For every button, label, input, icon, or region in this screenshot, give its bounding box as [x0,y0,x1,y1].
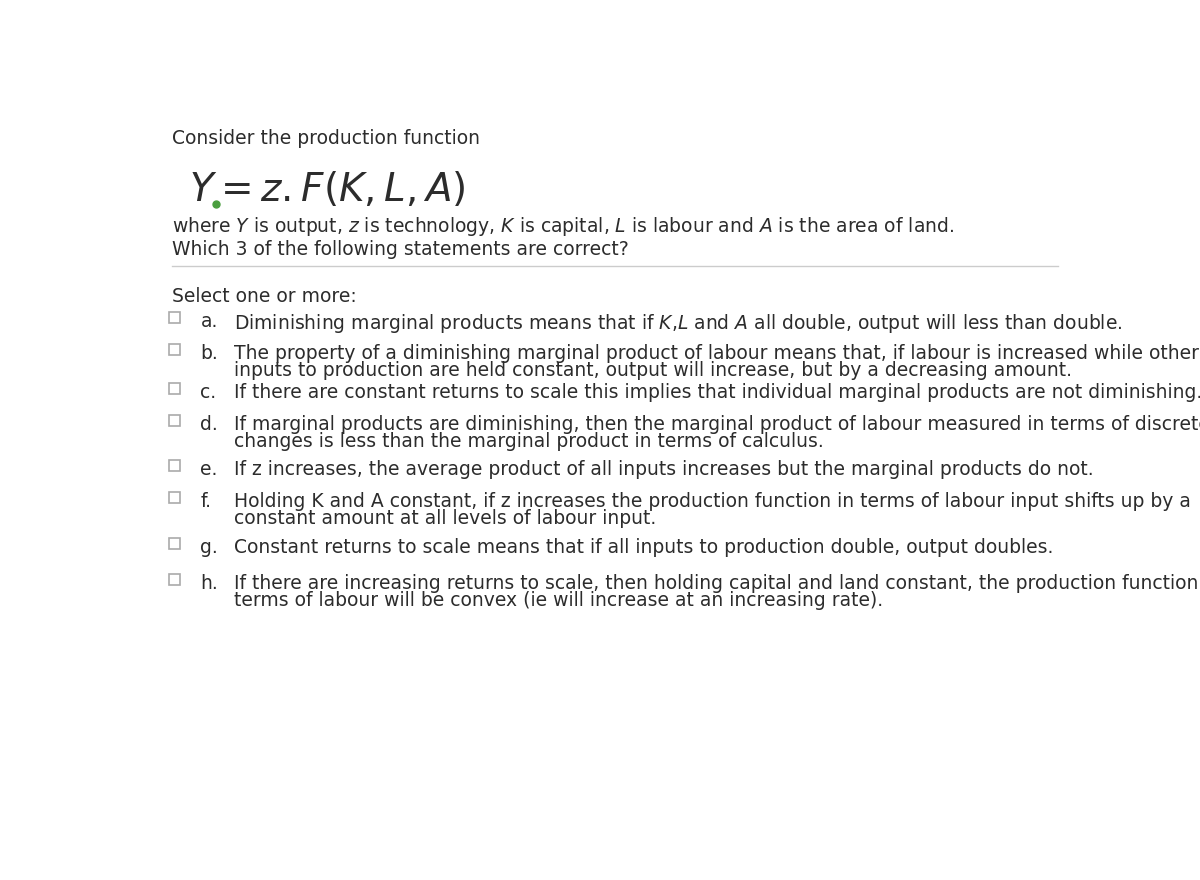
FancyBboxPatch shape [169,539,180,549]
Text: The property of a diminishing marginal product of labour means that, if labour i: The property of a diminishing marginal p… [234,344,1199,363]
Text: b.: b. [200,344,218,363]
FancyBboxPatch shape [169,574,180,584]
Text: Which 3 of the following statements are correct?: Which 3 of the following statements are … [172,240,629,260]
Text: c.: c. [200,383,216,402]
Text: f.: f. [200,492,211,511]
Text: g.: g. [200,539,218,557]
Text: If z increases, the average product of all inputs increases but the marginal pro: If z increases, the average product of a… [234,459,1093,479]
Text: constant amount at all levels of labour input.: constant amount at all levels of labour … [234,509,656,528]
Text: If there are increasing returns to scale, then holding capital and land constant: If there are increasing returns to scale… [234,574,1200,593]
Text: terms of labour will be convex (ie will increase at an increasing rate).: terms of labour will be convex (ie will … [234,590,883,610]
FancyBboxPatch shape [169,492,180,502]
Text: d.: d. [200,415,218,434]
FancyBboxPatch shape [169,415,180,426]
Text: h.: h. [200,574,218,593]
Text: Select one or more:: Select one or more: [172,287,356,305]
Text: Constant returns to scale means that if all inputs to production double, output : Constant returns to scale means that if … [234,539,1054,557]
Text: where $Y$ is output, $z$ is technology, $K$ is capital, $L$ is labour and $A$ is: where $Y$ is output, $z$ is technology, … [172,215,954,238]
Text: changes is less than the marginal product in terms of calculus.: changes is less than the marginal produc… [234,432,823,451]
FancyBboxPatch shape [169,344,180,355]
Text: e.: e. [200,459,217,479]
Text: $\mathit{Y} = \mathit{z}.\mathit{F}(\mathit{K},\mathit{L},\mathit{A})$: $\mathit{Y} = \mathit{z}.\mathit{F}(\mat… [188,171,466,209]
FancyBboxPatch shape [169,312,180,323]
Text: Consider the production function: Consider the production function [172,128,480,148]
Text: inputs to production are held constant, output will increase, but by a decreasin: inputs to production are held constant, … [234,361,1072,380]
Text: If there are constant returns to scale this implies that individual marginal pro: If there are constant returns to scale t… [234,383,1200,402]
FancyBboxPatch shape [169,383,180,393]
Text: If marginal products are diminishing, then the marginal product of labour measur: If marginal products are diminishing, th… [234,415,1200,434]
FancyBboxPatch shape [169,459,180,471]
Text: Holding K and A constant, if z increases the production function in terms of lab: Holding K and A constant, if z increases… [234,492,1190,511]
Text: Diminishing marginal products means that if $K$,$L$ and $A$ all double, output w: Diminishing marginal products means that… [234,312,1122,335]
Text: a.: a. [200,312,217,331]
